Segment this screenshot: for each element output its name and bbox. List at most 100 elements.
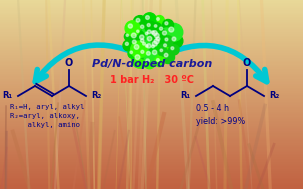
Circle shape [141,50,144,53]
Bar [0,9,303,12]
Bar [0,92,303,94]
Circle shape [138,36,150,49]
Bar [0,82,303,85]
Text: R₂: R₂ [91,91,101,101]
Circle shape [147,44,151,48]
Circle shape [163,36,173,46]
Bar [0,75,303,78]
Circle shape [146,51,150,55]
Text: R₁: R₁ [180,91,190,101]
Circle shape [165,38,168,41]
Circle shape [159,27,163,30]
Bar [0,11,303,14]
Bar [0,0,303,2]
Bar [0,170,303,172]
Bar [0,118,303,121]
Circle shape [135,55,140,60]
Circle shape [152,45,154,48]
Circle shape [136,18,140,22]
Circle shape [154,25,157,27]
Bar [0,42,303,45]
Circle shape [164,53,168,57]
Bar [0,2,303,5]
Circle shape [144,43,152,52]
Bar [0,144,303,146]
Circle shape [140,35,144,39]
Bar [0,125,303,128]
Circle shape [151,35,168,53]
Bar [0,23,303,26]
Circle shape [128,49,137,58]
Bar [0,181,303,184]
Bar [0,87,303,90]
Bar [0,136,303,139]
Circle shape [125,32,133,41]
Circle shape [145,21,156,32]
Bar [0,163,303,165]
Text: Pd/N-doped carbon: Pd/N-doped carbon [92,59,212,69]
Circle shape [163,19,174,30]
Circle shape [141,25,144,28]
Circle shape [165,23,183,41]
Circle shape [172,37,176,41]
Text: 1 bar H₂   30 ºC: 1 bar H₂ 30 ºC [110,75,194,85]
Bar [0,49,303,52]
Circle shape [134,45,139,49]
Bar [0,134,303,137]
Circle shape [144,33,160,49]
Circle shape [130,51,132,54]
Bar [0,18,303,21]
Circle shape [145,45,148,47]
Circle shape [128,24,132,28]
Bar [0,115,303,118]
Circle shape [164,44,167,47]
Circle shape [152,23,161,32]
Circle shape [138,23,150,34]
Circle shape [137,30,139,33]
Circle shape [147,23,150,27]
Bar [0,111,303,113]
Circle shape [141,40,151,50]
Bar [0,35,303,38]
Circle shape [132,33,136,38]
Circle shape [146,16,149,19]
Bar [0,28,303,31]
Circle shape [143,13,156,26]
Text: 0.5 - 4 h
yield: >99%: 0.5 - 4 h yield: >99% [196,104,245,126]
Circle shape [152,41,157,46]
Bar [0,184,303,187]
Circle shape [151,29,168,47]
Circle shape [143,42,145,45]
Bar [0,37,303,40]
Circle shape [149,29,160,40]
Circle shape [154,33,159,38]
Bar [0,89,303,92]
Text: R₂: R₂ [269,91,279,101]
Circle shape [161,51,175,64]
Circle shape [169,34,183,48]
Circle shape [138,48,149,59]
Circle shape [160,49,163,52]
Circle shape [145,32,148,35]
Text: R₁=H, aryl, alkyl
R₂=aryl, alkoxy,
    alkyl, amino: R₁=H, aryl, alkyl R₂=aryl, alkoxy, alkyl… [10,104,84,128]
Circle shape [157,18,159,20]
Circle shape [146,59,149,62]
Bar [0,113,303,116]
Circle shape [161,42,172,52]
Circle shape [147,30,151,34]
Bar [0,70,303,73]
Circle shape [153,34,167,48]
Circle shape [155,15,164,25]
Bar [0,174,303,177]
Circle shape [125,42,128,45]
Bar [0,177,303,180]
Circle shape [149,47,165,63]
Circle shape [149,27,166,44]
Bar [0,61,303,64]
Bar [0,59,303,61]
Circle shape [152,50,157,55]
Bar [0,153,303,156]
Circle shape [145,27,158,40]
Text: O: O [65,58,73,68]
Bar [0,16,303,19]
